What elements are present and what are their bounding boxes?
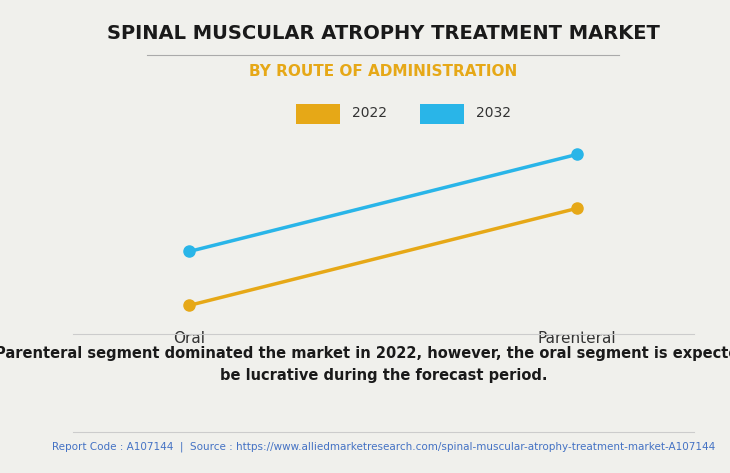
FancyBboxPatch shape xyxy=(420,104,464,124)
Text: 2032: 2032 xyxy=(476,106,511,120)
Text: Report Code : A107144  |  Source : https://www.alliedmarketresearch.com/spinal-m: Report Code : A107144 | Source : https:/… xyxy=(52,442,715,453)
FancyBboxPatch shape xyxy=(296,104,340,124)
Text: SPINAL MUSCULAR ATROPHY TREATMENT MARKET: SPINAL MUSCULAR ATROPHY TREATMENT MARKET xyxy=(107,24,660,43)
Text: BY ROUTE OF ADMINISTRATION: BY ROUTE OF ADMINISTRATION xyxy=(249,64,518,79)
Text: 2022: 2022 xyxy=(352,106,387,120)
Text: Parenteral segment dominated the market in 2022, however, the oral segment is ex: Parenteral segment dominated the market … xyxy=(0,346,730,383)
